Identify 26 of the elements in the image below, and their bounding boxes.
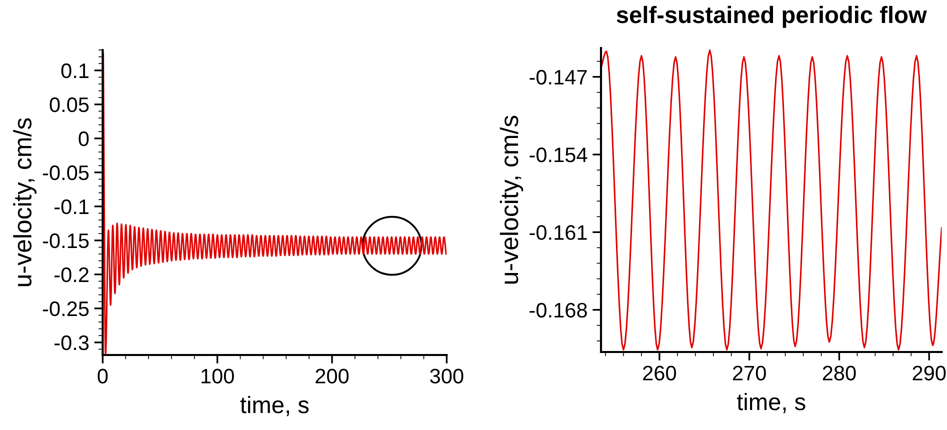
x-axis-title: time, s xyxy=(736,392,806,414)
x-tick-label: 280 xyxy=(822,366,856,380)
y-tick-label: 0.1 xyxy=(61,63,88,78)
y-tick-label: -0.1 xyxy=(54,199,88,214)
y-tick-label: 0.05 xyxy=(50,97,89,112)
y-tick-label: 0 xyxy=(78,131,89,146)
y-tick-label: -0.154 xyxy=(530,148,588,162)
y-tick-label: -0.2 xyxy=(54,267,88,282)
x-tick-label: 100 xyxy=(202,368,234,384)
x-tick-label: 300 xyxy=(430,368,464,384)
x-tick-label: 0 xyxy=(98,368,108,384)
y-tick-label: -0.05 xyxy=(42,165,89,180)
x-tick-label: 260 xyxy=(643,366,676,380)
x-tick-label: 200 xyxy=(316,368,349,384)
x-tick-label: 270 xyxy=(732,366,766,380)
y-tick-label: -0.3 xyxy=(54,335,89,350)
y-axis-title: u-velocity, cm/s xyxy=(500,116,524,284)
x-axis-title: time, s xyxy=(240,396,309,416)
y-tick-label: -0.25 xyxy=(42,301,89,316)
y-tick-label: -0.147 xyxy=(530,70,587,85)
y-tick-label: -0.161 xyxy=(530,225,587,240)
y-axis-title: u-velocity, cm/s xyxy=(13,118,36,286)
x-tick-label: 290 xyxy=(912,366,946,380)
y-tick-label: -0.168 xyxy=(530,302,587,318)
y-tick-label: -0.15 xyxy=(42,233,89,248)
chart-title: self-sustained periodic flow xyxy=(616,6,927,28)
